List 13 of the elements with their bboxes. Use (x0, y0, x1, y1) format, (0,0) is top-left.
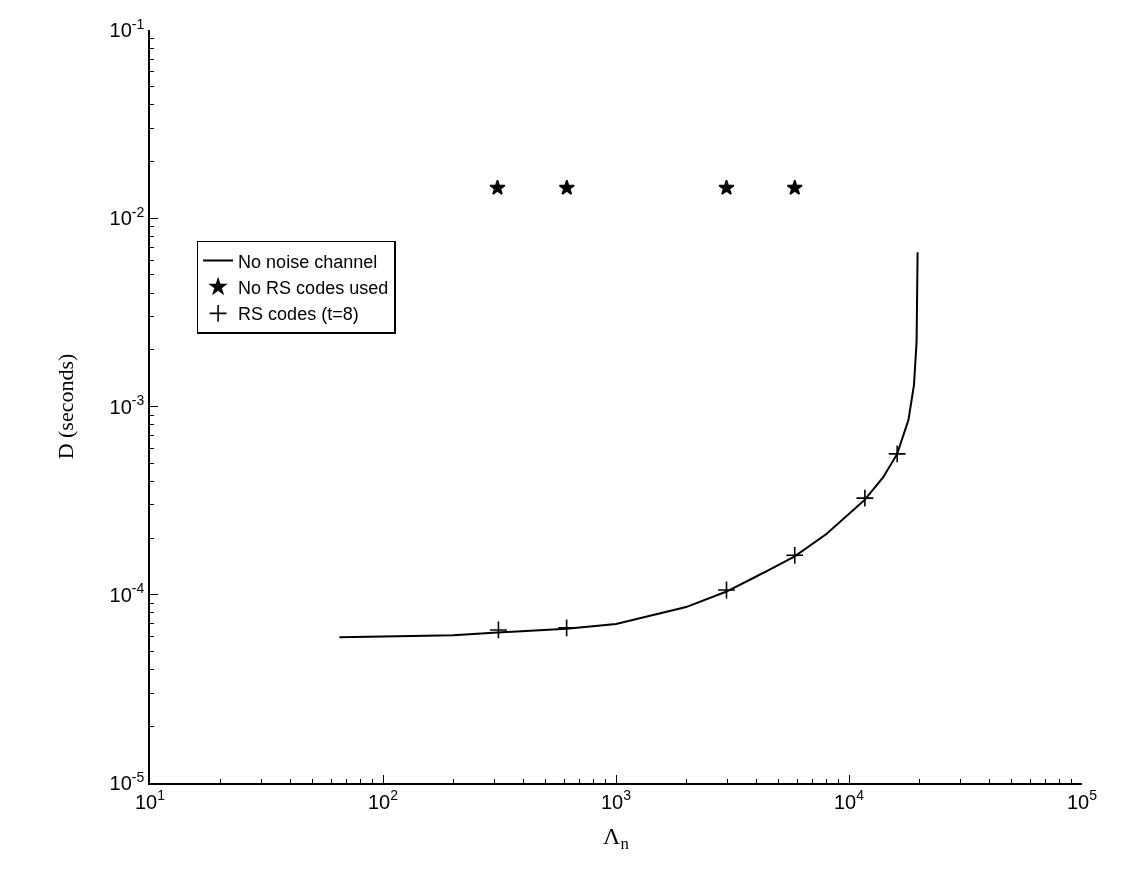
x-tick-label: 10$^{3}$ (600, 787, 632, 813)
y-tick-label: 10$^{-1}$ (109, 15, 145, 41)
x-tick-label: 10$^{4}$ (833, 787, 865, 813)
y-tick-label: 10$^{-2}$ (109, 203, 145, 230)
x-axis-title: Λ$_{n}$ (603, 822, 630, 853)
x-tick-label: 10$^{2}$ (367, 787, 399, 813)
x-tick-label: 10$^{5}$ (1066, 787, 1098, 813)
y-tick-label: 10$^{-3}$ (109, 392, 145, 418)
legend-label: RS codes (t=8) (238, 304, 359, 325)
y-tick-label: 10$^{-4}$ (109, 580, 145, 606)
y-axis-title: D (seconds) (52, 353, 78, 460)
legend-label: No RS codes used (238, 277, 389, 298)
legend-label: No noise channel (238, 251, 378, 272)
